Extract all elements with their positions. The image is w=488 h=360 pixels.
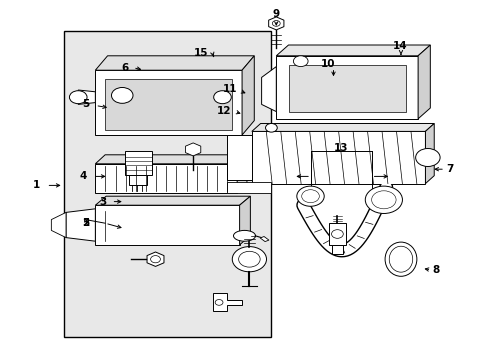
Polygon shape (212, 293, 242, 311)
Ellipse shape (388, 246, 412, 272)
Text: 15: 15 (194, 48, 208, 58)
Text: 1: 1 (33, 180, 40, 190)
Bar (95, 70, 242, 135)
Ellipse shape (69, 91, 87, 104)
Ellipse shape (265, 123, 277, 132)
Bar (95, 205, 239, 245)
Ellipse shape (365, 186, 402, 213)
Ellipse shape (296, 186, 324, 206)
Polygon shape (227, 182, 271, 193)
Text: 8: 8 (432, 265, 439, 275)
Ellipse shape (237, 233, 251, 239)
Polygon shape (261, 67, 276, 112)
Text: 9: 9 (272, 9, 279, 19)
Polygon shape (276, 45, 429, 56)
Polygon shape (95, 155, 246, 164)
Bar (251, 131, 425, 184)
Ellipse shape (232, 247, 266, 272)
Ellipse shape (233, 230, 255, 241)
Text: 14: 14 (392, 41, 407, 51)
Bar (288, 65, 405, 112)
Polygon shape (328, 223, 346, 245)
Bar (128, 175, 146, 185)
Ellipse shape (293, 56, 307, 67)
Polygon shape (417, 45, 429, 119)
Ellipse shape (371, 191, 395, 209)
Polygon shape (251, 123, 433, 131)
Text: 5: 5 (82, 218, 89, 228)
Polygon shape (227, 135, 251, 180)
Text: 2: 2 (82, 218, 89, 228)
Bar (105, 79, 232, 130)
Ellipse shape (238, 251, 260, 267)
Bar (95, 164, 237, 193)
Polygon shape (260, 237, 268, 242)
Polygon shape (95, 56, 254, 70)
Text: 5: 5 (82, 99, 89, 109)
Ellipse shape (213, 91, 231, 104)
Text: 6: 6 (121, 63, 128, 73)
Text: 7: 7 (445, 164, 453, 174)
Polygon shape (237, 155, 246, 193)
Ellipse shape (415, 148, 439, 166)
Ellipse shape (385, 242, 416, 276)
Polygon shape (95, 196, 250, 205)
Polygon shape (268, 17, 284, 30)
Text: 12: 12 (216, 106, 231, 116)
Bar (276, 56, 417, 119)
Text: 10: 10 (320, 59, 334, 69)
Bar (63, 31, 271, 337)
Text: 13: 13 (333, 143, 348, 153)
Text: 3: 3 (99, 197, 106, 207)
Polygon shape (185, 143, 201, 156)
Ellipse shape (215, 300, 223, 305)
Ellipse shape (272, 21, 280, 26)
Text: 4: 4 (79, 171, 87, 181)
Ellipse shape (301, 190, 319, 203)
Polygon shape (147, 252, 163, 266)
Text: 11: 11 (222, 84, 237, 94)
Ellipse shape (331, 230, 343, 238)
Polygon shape (51, 212, 66, 238)
Bar (124, 151, 151, 175)
Polygon shape (239, 196, 250, 245)
Polygon shape (66, 209, 95, 241)
Ellipse shape (150, 256, 160, 263)
Polygon shape (78, 90, 95, 104)
Polygon shape (425, 123, 433, 184)
Polygon shape (242, 56, 254, 135)
Ellipse shape (111, 87, 133, 103)
Polygon shape (331, 245, 343, 254)
